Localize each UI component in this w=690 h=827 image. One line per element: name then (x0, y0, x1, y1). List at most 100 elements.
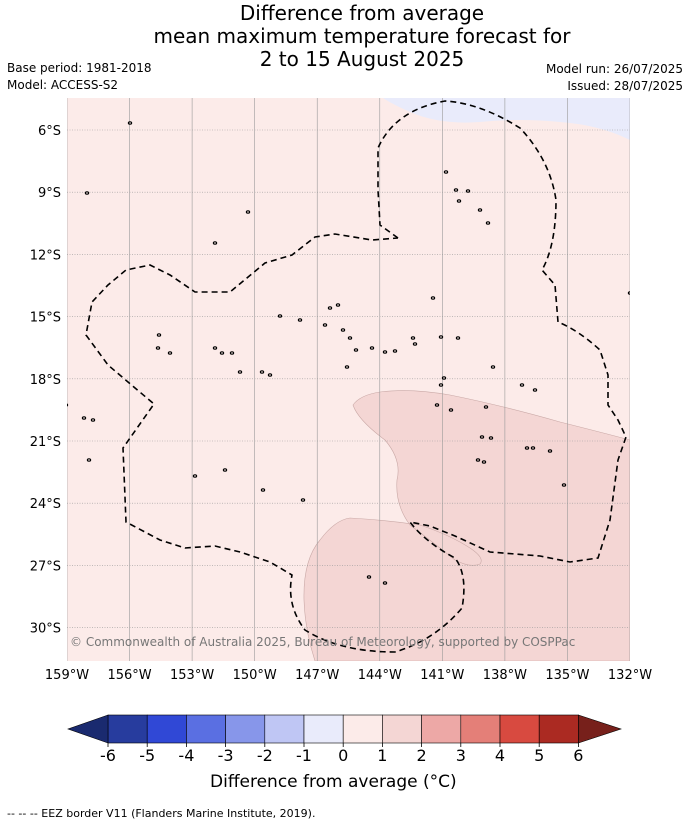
lat-label: 30°S (30, 622, 61, 637)
colorbar-tick-label: -1 (296, 746, 312, 765)
island-shape (434, 403, 440, 407)
island-shape (67, 403, 69, 407)
island-shape (212, 241, 218, 245)
island-shape (410, 336, 416, 340)
island-shape (335, 303, 341, 307)
lat-label: 6°S (38, 124, 61, 139)
island-shape (483, 405, 489, 409)
island-shape (90, 418, 96, 422)
colorbar-segment (342, 714, 383, 744)
island-shape (485, 221, 491, 225)
colorbar-segment (303, 714, 344, 744)
title-line-2: mean maximum temperature forecast for (153, 24, 571, 48)
island-shape (340, 328, 346, 332)
colorbar-segment (146, 714, 187, 744)
island-shape (547, 449, 553, 453)
title-line-3: 2 to 15 August 2025 (259, 47, 465, 71)
island-shape (344, 365, 350, 369)
island-shape (488, 436, 494, 440)
base-period: Base period: 1981-2018 (7, 61, 152, 75)
colorbar-tick-label: -3 (218, 746, 234, 765)
lon-label: 138°W (483, 668, 527, 683)
lon-label: 135°W (545, 668, 589, 683)
island-shape (465, 189, 471, 193)
island-shape (441, 376, 447, 380)
colorbar-tick-label: 4 (495, 746, 505, 765)
island-shape (219, 351, 225, 355)
lat-label: 9°S (38, 186, 61, 201)
meta-right: Model run: 26/07/2025 Issued: 28/07/2025 (546, 61, 683, 95)
lon-label: 144°W (358, 668, 402, 683)
island-shape (561, 483, 567, 487)
island-shape (532, 388, 538, 392)
cool-anomaly-zone (383, 98, 630, 140)
island-shape (456, 199, 462, 203)
island-shape (229, 351, 235, 355)
island-shape (86, 458, 92, 462)
map-plot-area (67, 98, 630, 661)
colorbar-tick-label: 1 (377, 746, 387, 765)
island-shape (481, 460, 487, 464)
lon-label: 153°W (170, 668, 214, 683)
lon-label: 156°W (107, 668, 151, 683)
island-shape (412, 342, 418, 346)
colorbar-tick-label: 5 (534, 746, 544, 765)
island-shape (237, 370, 243, 374)
island-shape (267, 373, 273, 377)
colorbar (67, 714, 622, 744)
island-shape (475, 458, 481, 462)
island-shape (530, 446, 536, 450)
island-shape (327, 306, 333, 310)
lat-label: 18°S (30, 373, 61, 388)
island-shape (156, 333, 162, 337)
eez-border (85, 100, 627, 653)
island-shape (438, 335, 444, 339)
colorbar-title: Difference from average (°C) (210, 772, 457, 792)
colorbar-tick-label: 0 (338, 746, 348, 765)
island-shape (392, 349, 398, 353)
lon-label: 150°W (233, 668, 277, 683)
island-shape (81, 416, 87, 420)
colorbar-tick-label: -5 (139, 746, 155, 765)
map-copyright: © Commonwealth of Australia 2025, Bureau… (70, 635, 575, 649)
lat-label: 12°S (30, 248, 61, 263)
island-shape (260, 488, 266, 492)
lon-label: 141°W (420, 668, 464, 683)
island-shape (443, 170, 449, 174)
lat-label: 15°S (30, 311, 61, 326)
island-shape (192, 474, 198, 478)
colorbar-segment (499, 714, 540, 744)
island-shape (259, 370, 265, 374)
title-line-1: Difference from average (239, 1, 485, 25)
island-shape (222, 468, 228, 472)
model-name: Model: ACCESS-S2 (7, 78, 119, 92)
issued-date: Issued: 28/07/2025 (567, 79, 683, 93)
map-title: Difference from average mean maximum tem… (0, 2, 690, 71)
map-gridlines (67, 98, 630, 661)
island-shape (519, 383, 525, 387)
colorbar-tick-label: -4 (178, 746, 194, 765)
colorbar-segment (225, 714, 266, 744)
island-shape (322, 323, 328, 327)
island-shape (455, 336, 461, 340)
island-shape (479, 435, 485, 439)
colorbar-tick-label: 6 (573, 746, 583, 765)
island-shape (438, 383, 444, 387)
colorbar-segment (382, 714, 422, 744)
lat-label: 21°S (30, 435, 61, 450)
colorbar-segment (421, 714, 462, 744)
island-shape (490, 365, 496, 369)
island-shape (245, 210, 251, 214)
island-shape (382, 350, 388, 354)
model-run: Model run: 26/07/2025 (545, 62, 683, 76)
colorbar-under-arrow (67, 714, 109, 744)
colorbar-segment (186, 714, 226, 744)
lon-label: 147°W (295, 668, 339, 683)
colorbar-segment (460, 714, 501, 744)
island-shape (212, 346, 218, 350)
colorbar-segment (107, 714, 148, 744)
longitude-labels: 159°W 156°W 153°W 150°W 147°W 144°W 141°W 138°W… (45, 668, 652, 683)
island-shape (430, 296, 436, 300)
island-shape (524, 446, 530, 450)
island-outlines (67, 121, 630, 585)
